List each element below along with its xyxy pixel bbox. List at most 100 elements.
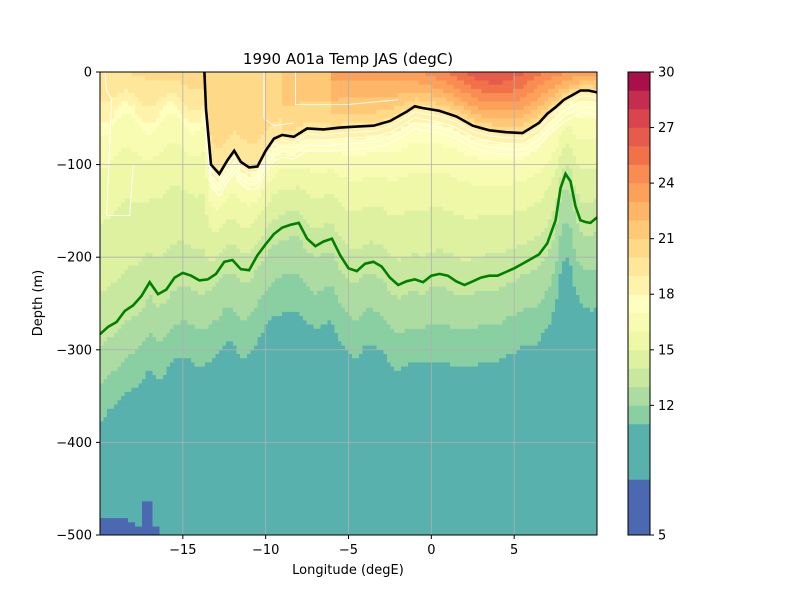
field-cell <box>138 396 143 401</box>
field-cell <box>173 88 178 94</box>
field-cell <box>135 295 140 300</box>
field-cell <box>103 501 108 507</box>
field-cell <box>107 522 112 528</box>
field-cell <box>254 328 259 334</box>
field-cell <box>243 80 248 86</box>
field-cell <box>240 114 245 119</box>
field-cell <box>208 471 213 477</box>
field-cell <box>222 177 227 183</box>
field-cell <box>208 387 213 393</box>
field-cell <box>254 101 259 107</box>
field-cell <box>240 84 245 90</box>
field-cell <box>163 354 168 359</box>
field-cell <box>145 442 150 448</box>
field-cell <box>110 215 115 220</box>
field-cell <box>194 236 199 241</box>
field-cell <box>152 417 157 422</box>
field-cell <box>163 488 168 494</box>
field-cell <box>124 375 129 380</box>
field-cell <box>236 488 241 494</box>
field-cell <box>215 341 220 347</box>
field-cell <box>142 206 147 212</box>
field-cell <box>243 160 248 166</box>
field-cell <box>233 391 238 397</box>
field-cell <box>100 286 105 292</box>
field-cell <box>212 391 217 397</box>
field-cell <box>131 307 136 313</box>
field-cell <box>117 227 122 233</box>
field-cell <box>100 324 105 330</box>
field-cell <box>191 114 196 119</box>
field-cell <box>114 173 119 178</box>
field-cell <box>236 412 241 418</box>
field-cell <box>250 518 255 523</box>
field-cell <box>114 118 119 124</box>
field-cell <box>191 118 196 124</box>
field-cell <box>201 349 206 355</box>
field-cell <box>236 252 241 258</box>
field-cell <box>247 366 252 372</box>
field-cell <box>229 375 234 380</box>
field-cell <box>229 109 234 115</box>
field-cell <box>233 122 238 128</box>
field-cell <box>184 366 189 372</box>
field-cell <box>194 80 199 86</box>
field-cell <box>215 324 220 330</box>
field-cell <box>194 160 199 166</box>
field-cell <box>142 210 147 216</box>
field-cell <box>215 164 220 170</box>
field-cell <box>103 518 108 523</box>
field-cell <box>100 459 105 465</box>
field-cell <box>170 210 175 216</box>
field-cell <box>247 450 252 456</box>
field-cell <box>205 84 210 90</box>
field-cell <box>114 442 119 448</box>
field-cell <box>173 513 178 519</box>
field-cell <box>103 130 108 136</box>
field-cell <box>187 189 192 195</box>
field-cell <box>124 143 129 149</box>
field-cell <box>163 391 168 397</box>
field-cell <box>117 72 122 77</box>
field-cell <box>124 101 129 107</box>
field-cell <box>100 450 105 456</box>
field-cell <box>198 311 203 317</box>
field-cell <box>100 362 105 368</box>
field-cell <box>135 383 140 389</box>
field-cell <box>138 147 143 153</box>
field-cell <box>201 248 206 254</box>
field-cell <box>229 143 234 149</box>
field-cell <box>226 227 231 233</box>
field-cell <box>222 421 227 427</box>
field-cell <box>100 181 105 187</box>
field-cell <box>191 261 196 267</box>
field-cell <box>110 400 115 406</box>
field-cell <box>219 236 224 241</box>
field-cell <box>215 156 220 161</box>
field-cell <box>240 76 245 82</box>
field-cell <box>194 425 199 431</box>
field-cell <box>194 433 199 439</box>
field-cell <box>117 425 122 431</box>
field-cell <box>254 463 259 469</box>
field-cell <box>240 375 245 380</box>
field-cell <box>124 391 129 397</box>
field-cell <box>135 358 140 364</box>
field-cell <box>247 223 252 229</box>
field-cell <box>222 189 227 195</box>
field-cell <box>159 391 164 397</box>
field-cell <box>198 236 203 241</box>
field-cell <box>187 105 192 111</box>
field-cell <box>205 442 210 448</box>
field-cell <box>205 274 210 279</box>
field-cell <box>222 450 227 456</box>
field-cell <box>198 476 203 481</box>
field-cell <box>121 455 126 460</box>
field-cell <box>194 168 199 174</box>
field-cell <box>110 219 115 225</box>
field-cell <box>208 425 213 431</box>
field-cell <box>131 105 136 111</box>
field-cell <box>240 290 245 296</box>
field-cell <box>159 236 164 241</box>
field-cell <box>131 80 136 86</box>
